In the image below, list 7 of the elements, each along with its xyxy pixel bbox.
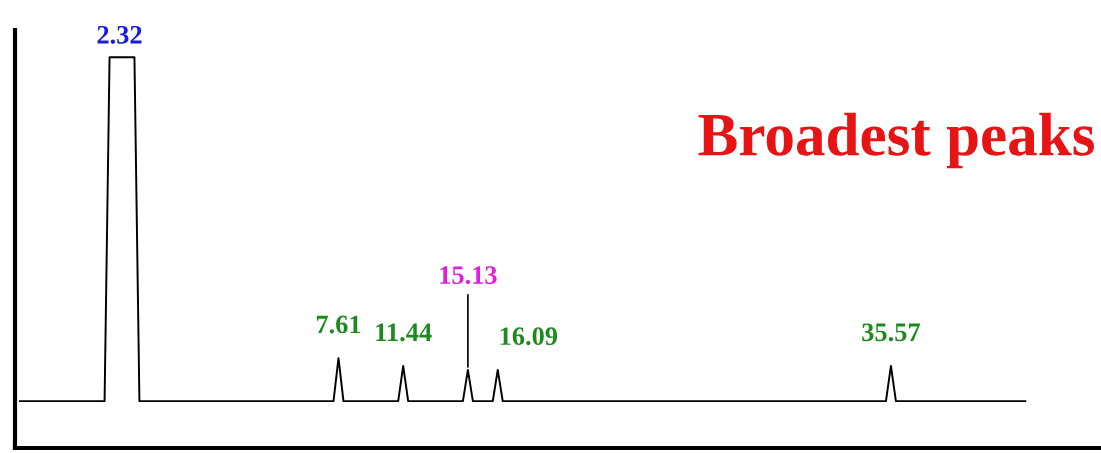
annotation: 16.09 <box>500 327 558 346</box>
annotation: 15.13 <box>440 266 497 285</box>
annotation: 7.61 <box>316 315 361 334</box>
annotation: 35.57 <box>862 323 920 342</box>
text: Broadest peaks <box>698 112 1094 169</box>
annotation: 11.44 <box>376 323 432 342</box>
text: 2.32 <box>97 25 142 44</box>
